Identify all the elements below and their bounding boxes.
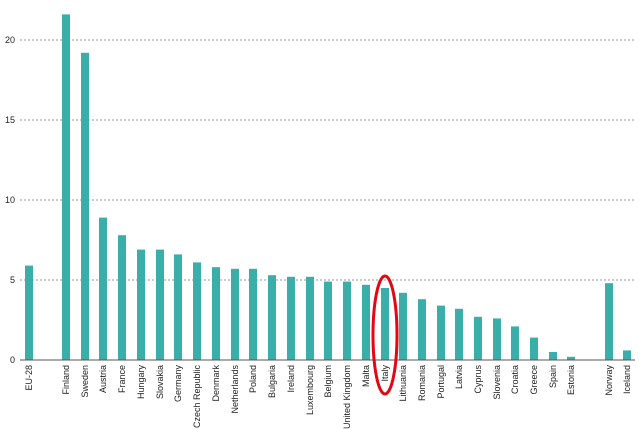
x-tick-label: Austria	[98, 365, 108, 393]
bar-hungary	[137, 249, 145, 360]
x-tick-label: Norway	[604, 365, 614, 396]
bar-greece	[530, 337, 538, 360]
bar-spain	[549, 352, 557, 360]
x-tick-label: Denmark	[211, 365, 221, 402]
x-tick-label: France	[117, 365, 127, 393]
x-tick-label: Greece	[529, 365, 539, 395]
x-tick-label: Estonia	[566, 365, 576, 395]
x-tick-label: Poland	[248, 365, 258, 393]
bar-slovakia	[156, 249, 164, 360]
bar-denmark	[212, 267, 220, 360]
bar-norway	[605, 283, 613, 360]
x-tick-label: Finland	[61, 365, 71, 395]
bar-estonia	[567, 356, 575, 360]
x-tick-label: Bulgaria	[267, 365, 277, 398]
y-tick-label: 20	[5, 35, 15, 45]
bar-portugal	[437, 305, 445, 360]
x-tick-label: Portugal	[436, 365, 446, 399]
bar-bulgaria	[268, 275, 276, 360]
x-tick-label: Romania	[417, 365, 427, 401]
bars	[25, 14, 631, 361]
bar-united-kingdom	[343, 281, 351, 360]
x-axis-tick-labels: EU-28 Finland Sweden Austria France Hungary Sl…	[24, 365, 632, 430]
bar-iceland	[623, 350, 631, 360]
bar-poland	[249, 268, 257, 360]
y-tick-label: 5	[10, 275, 15, 285]
x-tick-label: Malta	[361, 365, 371, 387]
x-tick-label: Ireland	[286, 365, 296, 393]
bar-finland	[62, 14, 70, 361]
x-tick-label: Italy	[380, 365, 390, 382]
y-axis-tick-labels: 0 5 10 15 20	[5, 35, 15, 365]
x-tick-label: Spain	[548, 365, 558, 388]
y-tick-label: 0	[10, 355, 15, 365]
y-tick-label: 10	[5, 195, 15, 205]
bar-czech-republic	[193, 262, 201, 360]
x-tick-label: Lithuania	[398, 365, 408, 402]
bar-ireland	[287, 276, 295, 360]
bar-germany	[174, 254, 182, 360]
bar-cyprus	[474, 316, 482, 360]
gridlines	[20, 39, 635, 281]
bar-netherlands	[231, 268, 239, 360]
x-tick-label: Sweden	[80, 365, 90, 398]
x-tick-label: Germany	[173, 365, 183, 403]
x-tick-label: Hungary	[136, 365, 146, 400]
y-tick-label: 15	[5, 115, 15, 125]
x-tick-label: United Kingdom	[342, 365, 352, 429]
bar-austria	[99, 217, 107, 360]
x-tick-label: EU-28	[24, 365, 34, 391]
bar-belgium	[324, 281, 332, 360]
bar-sweden	[81, 52, 89, 361]
x-tick-label: Czech Republic	[192, 365, 202, 429]
x-tick-label: Luxembourg	[305, 365, 315, 415]
x-tick-label: Iceland	[622, 365, 632, 394]
bar-latvia	[455, 308, 463, 360]
bar-italy	[381, 288, 389, 360]
bar-eu-28	[25, 265, 33, 360]
bar-france	[118, 235, 126, 360]
bar-croatia	[511, 326, 519, 360]
x-tick-label: Slovenia	[492, 365, 502, 400]
x-tick-label: Latvia	[454, 365, 464, 389]
x-tick-label: Croatia	[510, 365, 520, 394]
x-tick-label: Netherlands	[230, 365, 240, 414]
x-tick-label: Cyprus	[473, 365, 483, 394]
bar-romania	[418, 299, 426, 360]
bar-malta	[362, 284, 370, 360]
bar-lithuania	[399, 292, 407, 360]
highlight-circle	[371, 274, 399, 396]
x-tick-label: Belgium	[323, 365, 333, 398]
bar-luxembourg	[306, 276, 314, 360]
bar-slovenia	[493, 318, 501, 360]
x-tick-label: Slovakia	[155, 365, 165, 399]
